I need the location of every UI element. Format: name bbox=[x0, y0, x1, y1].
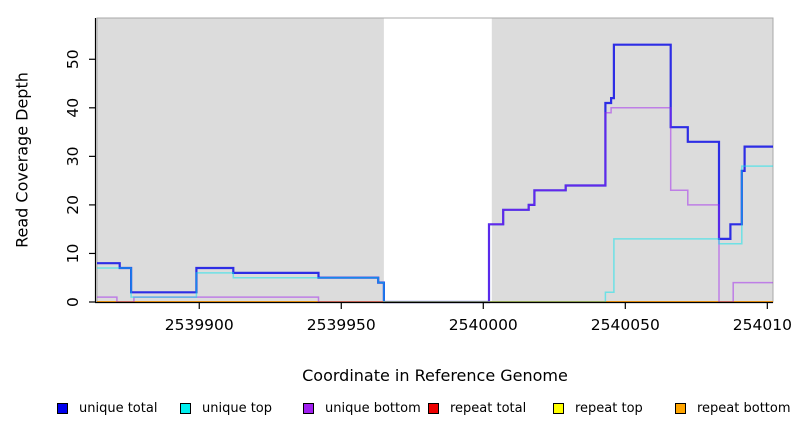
legend-item-unique-bottom: unique bottom bbox=[303, 399, 421, 417]
y-tick-label: 30 bbox=[64, 147, 82, 167]
y-tick-label: 20 bbox=[64, 195, 82, 215]
legend-item-repeat-top: repeat top bbox=[553, 399, 643, 417]
legend-label: unique total bbox=[79, 400, 158, 416]
y-tick-label: 10 bbox=[64, 244, 82, 264]
x-tick-label: 2540000 bbox=[449, 316, 518, 334]
legend: unique total unique top unique bottom repea… bbox=[0, 399, 792, 419]
legend-item-repeat-bottom: repeat bottom bbox=[675, 399, 791, 417]
legend-item-repeat-total: repeat total bbox=[428, 399, 526, 417]
legend-item-unique-top: unique top bbox=[180, 399, 272, 417]
x-tick-label: 2539950 bbox=[307, 316, 376, 334]
y-tick-label: 0 bbox=[64, 297, 82, 307]
x-tick-label: 2540050 bbox=[591, 316, 660, 334]
series-line-unique-top bbox=[97, 165, 773, 303]
y-axis-title: Read Coverage Depth bbox=[12, 72, 32, 248]
legend-label: repeat bottom bbox=[697, 400, 791, 416]
gap-band bbox=[383, 18, 492, 302]
legend-swatch-unique-bottom-icon bbox=[303, 402, 314, 414]
legend-swatch-unique-total-icon bbox=[57, 402, 68, 414]
legend-item-unique-total: unique total bbox=[57, 399, 157, 417]
legend-label: repeat top bbox=[575, 400, 643, 416]
legend-label: unique bottom bbox=[325, 400, 421, 416]
legend-swatch-repeat-top-icon bbox=[553, 402, 564, 414]
series-line-unique-bottom bbox=[97, 107, 773, 303]
legend-label: unique top bbox=[202, 400, 273, 416]
legend-label: repeat total bbox=[450, 400, 527, 416]
legend-swatch-repeat-bottom-icon bbox=[675, 402, 686, 414]
legend-swatch-unique-top-icon bbox=[180, 402, 191, 414]
y-tick-label: 40 bbox=[64, 98, 82, 118]
x-axis-title: Coordinate in Reference Genome bbox=[302, 366, 568, 385]
y-tick-label: 50 bbox=[64, 49, 82, 69]
legend-swatch-repeat-total-icon bbox=[428, 402, 439, 414]
x-tick-label: 2539900 bbox=[165, 316, 234, 334]
